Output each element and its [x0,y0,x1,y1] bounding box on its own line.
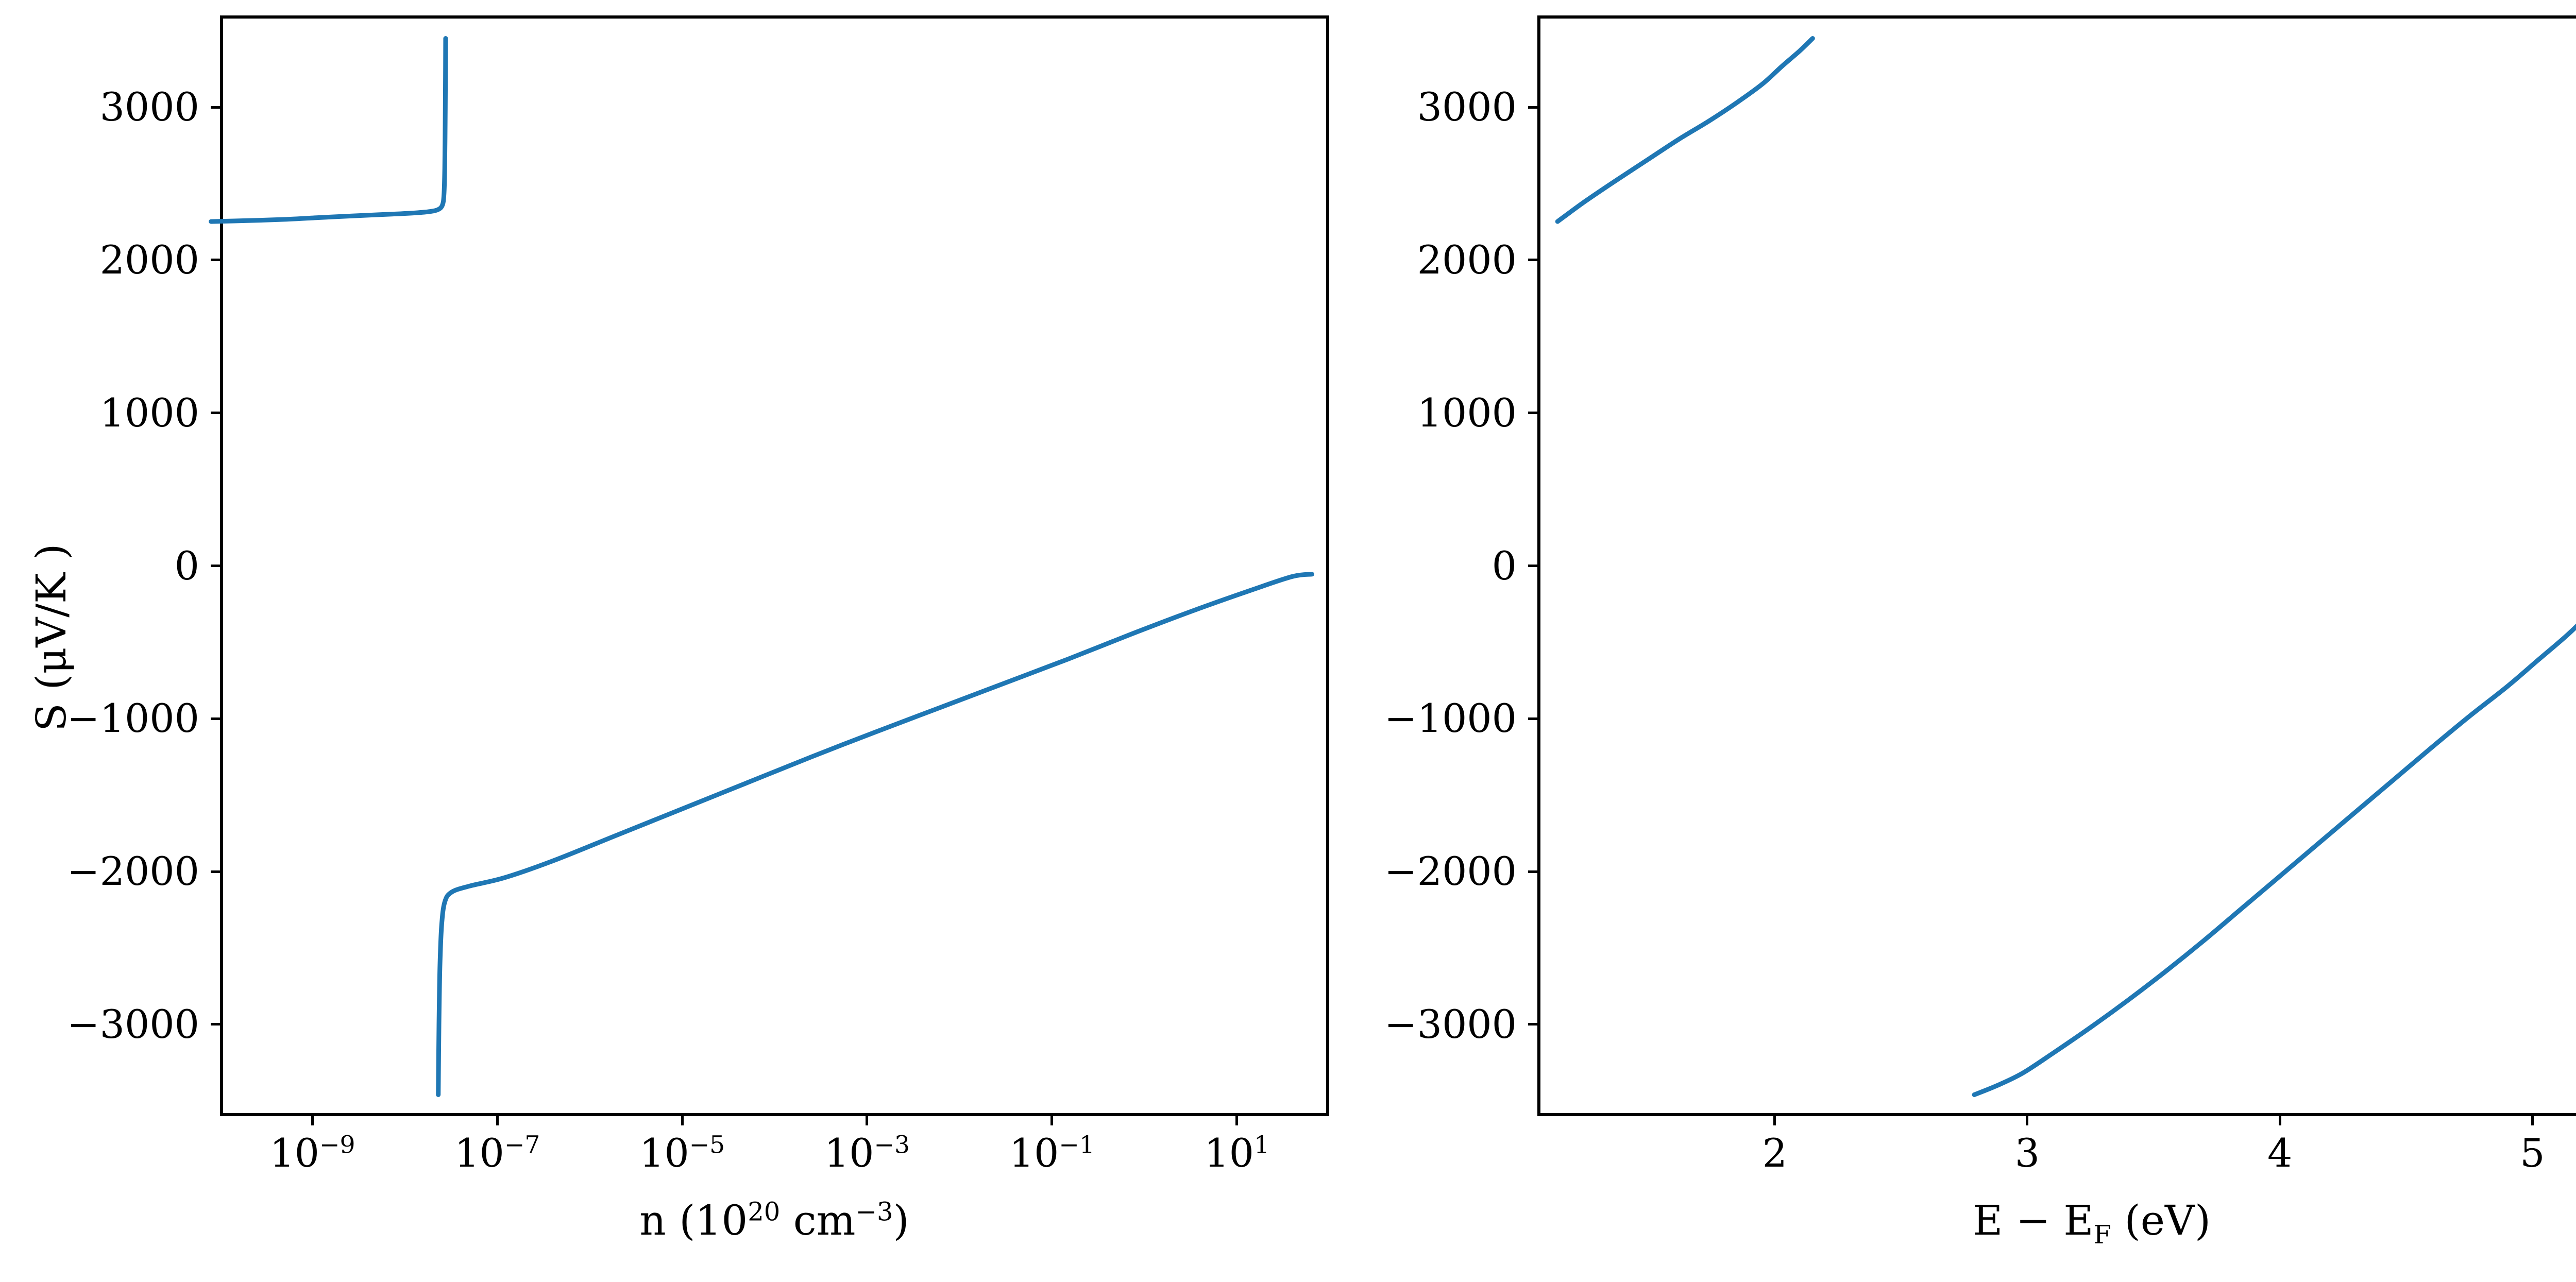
x-tick-label: 10−9 [269,1130,355,1176]
x-tick-mark [2531,1116,2534,1125]
x-tick-mark [496,1116,499,1125]
x-tick-mark [1773,1116,1776,1125]
y-tick-label: 0 [174,542,199,589]
y-tick-label: 0 [1492,542,1517,589]
y-tick-label: −2000 [66,848,199,895]
y-tick-label: 1000 [1417,389,1517,436]
y-tick-mark [1528,259,1537,262]
x-tick-label: 10−3 [824,1130,910,1176]
y-tick-label: −2000 [1384,848,1517,895]
x-tick-mark [2278,1116,2281,1125]
y-tick-label: 2000 [1417,236,1517,283]
y-tick-mark [1528,870,1537,873]
y-tick-mark [211,717,220,720]
left-x-axis-label: n (1020 cm−3) [639,1196,909,1244]
x-tick-mark [866,1116,869,1125]
y-tick-label: −3000 [66,1001,199,1047]
x-tick-label: 10−1 [1009,1130,1095,1176]
x-tick-label: 10−5 [639,1130,725,1176]
y-tick-mark [1528,1023,1537,1026]
y-tick-mark [1528,412,1537,415]
y-tick-mark [211,106,220,109]
x-tick-mark [1235,1116,1239,1125]
y-tick-label: 1000 [99,389,199,436]
y-tick-label: 2000 [99,236,199,283]
left-y-axis-label: S (μV/K ) [27,543,75,731]
x-tick-mark [1050,1116,1054,1125]
right-axes-frame [1537,15,2576,1116]
y-tick-mark [211,1023,220,1026]
y-tick-label: 3000 [99,84,199,130]
x-tick-mark [2026,1116,2029,1125]
y-tick-mark [1528,565,1537,567]
x-tick-label: 101 [1204,1130,1269,1176]
y-tick-mark [211,565,220,567]
y-tick-label: −1000 [66,695,199,742]
y-tick-label: −3000 [1384,1001,1517,1047]
left-axes-frame [220,15,1329,1116]
x-tick-label: 2 [1762,1130,1787,1176]
right-x-axis-label: E − EF (eV) [1972,1196,2211,1250]
x-tick-mark [681,1116,684,1125]
y-tick-mark [1528,717,1537,720]
y-tick-label: 3000 [1417,84,1517,130]
y-tick-label: −1000 [1384,695,1517,742]
x-tick-label: 4 [2267,1130,2293,1176]
y-tick-mark [1528,106,1537,109]
x-tick-label: 10−7 [454,1130,540,1176]
y-tick-mark [211,259,220,262]
x-tick-mark [311,1116,314,1125]
y-tick-mark [211,412,220,415]
y-tick-mark [211,870,220,873]
x-tick-label: 3 [2014,1130,2040,1176]
x-tick-label: 5 [2520,1130,2545,1176]
